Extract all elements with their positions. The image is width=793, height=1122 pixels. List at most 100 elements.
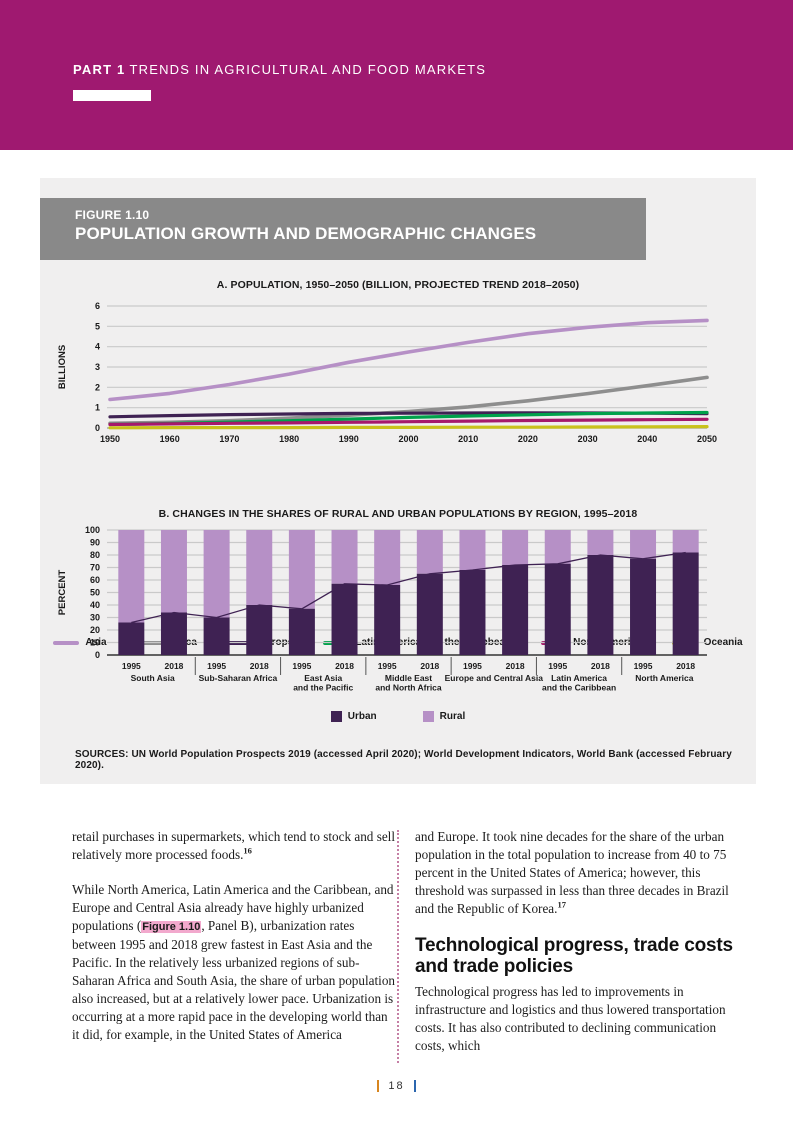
region-label: Latin America [551,673,607,683]
year-tick-label: 2018 [420,661,439,671]
right-column: and Europe. It took nine decades for the… [415,828,736,1055]
paragraph: retail purchases in supermarkets, which … [72,828,396,864]
y-axis-title: PERCENT [57,570,68,616]
urban-trend-line [131,551,686,624]
figure-title-band: FIGURE 1.10 POPULATION GROWTH AND DEMOGR… [40,198,646,260]
figure-label: FIGURE 1.10 [75,208,150,222]
rural-bar [288,530,315,609]
legend-label: Asia [85,637,107,648]
y-axis-title: BILLIONS [57,345,68,389]
series-line-north-america [108,417,709,427]
x-tick-label: 2000 [398,434,418,444]
rural-bar [203,530,230,618]
chart-a-title: A. POPULATION, 1950–2050 (BILLION, PROJE… [216,279,580,291]
legend-label: Oceania [703,637,743,648]
year-tick-label: 2018 [250,661,269,671]
chart-b-title: B. CHANGES IN THE SHARES OF RURAL AND UR… [158,508,638,520]
region-label: North America [635,673,694,683]
paragraph-text: , Panel B), urbanization rates between 1… [72,918,396,1042]
region-label: and the Pacific [293,683,353,693]
urban-bar [288,608,315,655]
urban-bar [331,583,358,655]
x-tick-label: 2040 [637,434,657,444]
footer-right-bar [413,1080,417,1092]
left-column: retail purchases in supermarkets, which … [72,828,396,1044]
y-tick-label: 0 [95,650,100,660]
urban-bar [203,617,230,655]
y-tick-label: 0 [95,423,100,433]
urban-bar [502,565,529,655]
paragraph-text: While North America, Latin America and t… [72,882,394,933]
rural-bar [118,530,145,623]
footnote-ref-16[interactable]: 16 [243,845,252,856]
rural-bar [502,530,529,565]
year-tick-label: 1995 [378,661,397,671]
y-tick-label: 40 [90,600,100,610]
urban-bar [374,585,401,655]
urban-bar [630,558,657,655]
page-footer: 18 [0,1080,793,1092]
y-tick-label: 30 [90,613,100,623]
urban-bar [459,570,486,655]
legend-item-urban: Urban [330,711,377,722]
rural-bar [672,530,699,553]
y-tick-label: 2 [95,382,100,392]
region-label: and North Africa [375,683,442,693]
column-divider [397,830,399,1063]
x-tick-label: 2020 [518,434,538,444]
y-tick-label: 50 [90,588,100,598]
year-tick-label: 1995 [292,661,311,671]
paragraph-text: retail purchases in supermarkets, which … [72,829,396,862]
rural-bar [459,530,486,570]
y-tick-label: 70 [90,563,100,573]
figure-title: POPULATION GROWTH AND DEMOGRAPHIC CHANGE… [75,224,537,243]
year-tick-label: 1995 [122,661,141,671]
year-tick-label: 1995 [634,661,653,671]
series-line-oceania [108,425,709,430]
paragraph-text: Technological progress has led to improv… [415,984,726,1053]
x-tick-label: 1960 [160,434,180,444]
part-title-text: TRENDS IN AGRICULTURAL AND FOOD MARKETS [129,62,487,77]
figure-1-10-crossref[interactable]: Figure 1.10 [141,921,202,933]
urban-bar [118,622,145,655]
header-underline-bar [73,90,151,101]
rural-bar [374,530,401,585]
footnote-ref-17[interactable]: 17 [557,899,566,910]
urban-rural-bar-chart: 0 10 20 30 40 50 60 70 80 90 100 PERCENT 1995 2018 Sou… [57,525,707,693]
paragraph-text: and Europe. It took nine decades for the… [415,829,729,916]
year-tick-label: 1995 [463,661,482,671]
year-tick-label: 2018 [591,661,610,671]
figure-sources: SOURCES: UN World Population Prospects 2… [75,749,732,771]
footer-left-bar [376,1080,380,1092]
x-tick-label: 1950 [100,434,120,444]
rural-bar [160,530,187,613]
x-tick-label: 1970 [219,434,239,444]
region-label: South Asia [131,673,175,683]
year-tick-label: 1995 [548,661,567,671]
legend-box-swatch [330,711,342,722]
region-label: Europe and Central Asia [445,673,544,683]
x-tick-label: 2030 [578,434,598,444]
population-line-chart: 0 1 2 3 4 5 6 1950 1960 1970 1980 1990 2000 2010 2020 2… [57,301,717,444]
legend-label: Urban [347,711,377,722]
x-tick-label: 1980 [279,434,299,444]
y-tick-label: 6 [95,301,100,311]
urban-bar [587,555,614,655]
year-tick-label: 2018 [506,661,525,671]
figure-1-10-box: FIGURE 1.10 POPULATION GROWTH AND DEMOGR… [40,178,756,784]
y-tick-label: 4 [95,342,100,352]
year-tick-label: 2018 [676,661,695,671]
y-tick-label: 100 [85,525,100,535]
y-tick-label: 5 [95,321,100,331]
rural-bar [544,530,571,564]
series-line-asia [108,318,709,402]
y-tick-label: 3 [95,362,100,372]
page-number: 18 [388,1080,405,1092]
rural-bar [331,530,358,584]
urban-bar [246,605,273,655]
y-tick-label: 20 [90,625,100,635]
rural-bar [246,530,273,605]
region-label: Middle East [385,673,432,683]
region-label: and the Caribbean [542,683,616,693]
rural-bar [630,530,657,559]
